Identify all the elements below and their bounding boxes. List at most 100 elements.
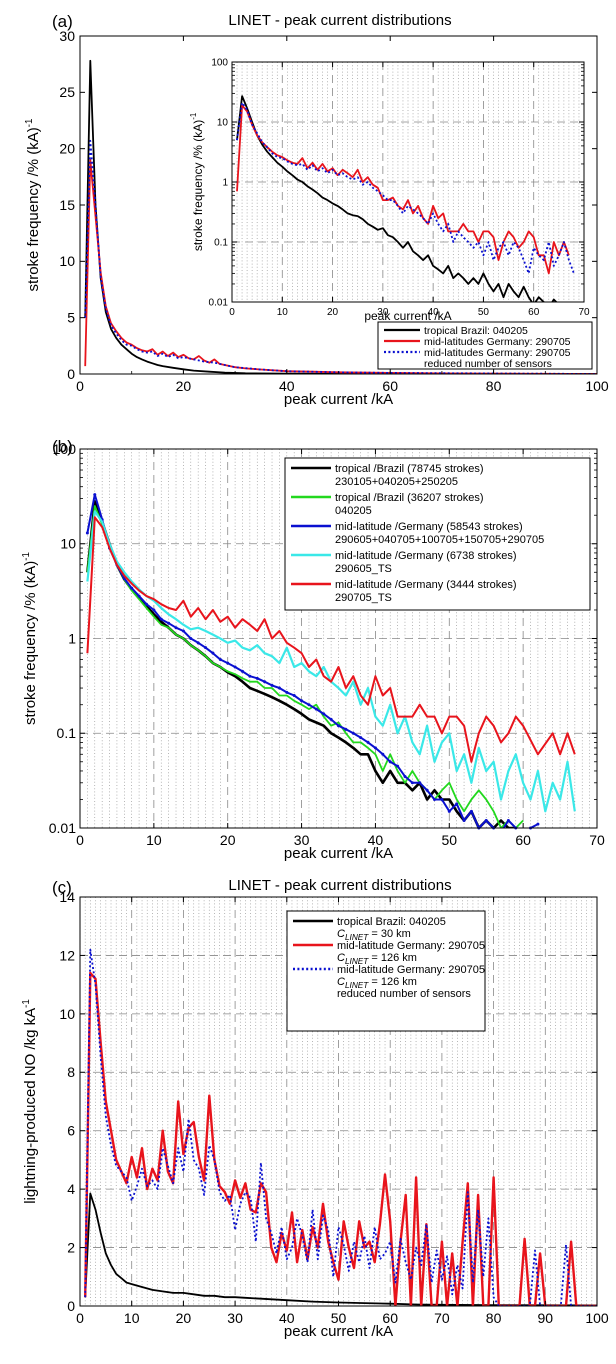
x-tick-label: 0 [76, 1310, 84, 1326]
y-tick-label: 5 [67, 310, 75, 326]
series-marker [455, 802, 459, 806]
legend-param: CLINET = 126 km [337, 976, 417, 990]
panel-b-label: (b) [52, 437, 73, 456]
x-tick-label: 90 [538, 1310, 554, 1326]
x-tick-label: 40 [368, 832, 384, 848]
series-marker [447, 809, 451, 813]
series-marker [292, 694, 296, 698]
series-marker [366, 740, 370, 744]
series-marker [211, 651, 215, 655]
panel-a: (a) LINET - peak current distributions 0… [24, 12, 609, 408]
series-line-black [236, 95, 558, 302]
series-marker [277, 686, 281, 690]
y-axis-label-sup: -1 [189, 113, 198, 120]
panel-a-inset: 0 10 20 30 40 50 60 70 0.01 0.1 1 10 100 peak current… [189, 58, 590, 324]
legend-label-line2: 290605+040705+100705+150705+290705 [335, 534, 544, 546]
x-tick-label: 20 [176, 378, 192, 394]
series-marker [396, 764, 400, 768]
x-tick-label: 20 [327, 307, 339, 318]
legend-label: mid-latitude Germany: 290705 [337, 964, 485, 976]
panel-a-label: (a) [52, 12, 73, 31]
legend-label: tropical /Brazil (36207 strokes) [335, 492, 484, 504]
series-marker [152, 608, 156, 612]
series-marker [167, 621, 171, 625]
legend-label-line2: reduced number of sensors [337, 988, 471, 1000]
legend-label: tropical Brazil: 040205 [424, 325, 528, 337]
y-axis-label: stroke frequency /% (kA)-1 [24, 119, 42, 292]
legend-label: mid-latitudes Germany: 290705 [424, 347, 571, 359]
x-axis-label: peak current /kA [364, 309, 451, 323]
panel-b-legend: tropical /Brazil (78745 strokes)230105+0… [284, 457, 591, 611]
x-tick-label: 60 [528, 307, 540, 318]
series-marker [85, 531, 89, 535]
y-tick-label: 0.1 [57, 725, 77, 741]
legend-label-line2: reduced number of sensors [424, 358, 552, 370]
y-tick-label: 25 [59, 84, 75, 100]
legend-box [286, 910, 486, 1032]
series-marker [130, 586, 134, 590]
series-line-red [236, 104, 570, 275]
series-marker [433, 797, 437, 801]
x-axis-label: peak current /kA [284, 845, 393, 862]
x-tick-label: 70 [434, 1310, 450, 1326]
y-tick-label: 100 [211, 58, 228, 69]
x-tick-label: 20 [220, 832, 236, 848]
series-marker [233, 665, 237, 669]
legend-box [284, 457, 591, 611]
legend-param-value: = 126 km [368, 952, 417, 964]
legend-param-value: = 126 km [368, 976, 417, 988]
series-marker [410, 781, 414, 785]
series-line-red [84, 971, 597, 1306]
x-tick-label: 0 [76, 378, 84, 394]
legend-label: tropical /Brazil (78745 strokes) [335, 463, 484, 475]
series-marker [240, 669, 244, 673]
legend-param-symbol: C [337, 976, 345, 988]
y-axis-label-sup: -1 [21, 999, 32, 1008]
series-marker [322, 712, 326, 716]
x-tick-label: 50 [331, 1310, 347, 1326]
series-marker [359, 736, 363, 740]
x-axis-label: peak current /kA [284, 1323, 393, 1340]
x-tick-label: 40 [428, 307, 440, 318]
panel-c-title: LINET - peak current distributions [228, 877, 451, 894]
legend-param: CLINET = 30 km [337, 928, 411, 942]
y-tick-label: 10 [59, 253, 75, 269]
y-axis-label-text: stroke frequency /% (kA) [22, 561, 39, 725]
legend-label: mid-latitudes Germany: 290705 [424, 336, 571, 348]
legend-label: mid-latitude /Germany (6738 strokes) [335, 550, 517, 562]
y-tick-label: 15 [59, 197, 75, 213]
series-marker [263, 680, 267, 684]
series-marker [440, 797, 444, 801]
legend-label-line2: 290605_TS [335, 563, 392, 575]
y-axis-label-sup: -1 [24, 119, 35, 128]
series-marker [204, 646, 208, 650]
series-marker [159, 617, 163, 621]
x-tick-label: 40 [279, 1310, 295, 1326]
x-tick-label: 10 [124, 1310, 140, 1326]
series-marker [536, 822, 540, 826]
x-tick-label: 60 [515, 832, 531, 848]
y-axis-label-text: stroke frequency /% (kA) [25, 127, 42, 291]
series-marker [484, 818, 488, 822]
y-tick-label: 1 [222, 178, 228, 189]
series-marker [248, 674, 252, 678]
legend-label-line2: 290705_TS [335, 592, 392, 604]
series-marker [307, 703, 311, 707]
series-marker [255, 676, 259, 680]
series-line-black [84, 59, 597, 374]
legend-param-symbol: C [337, 952, 345, 964]
y-axis-label-sup: -1 [21, 552, 32, 561]
series-marker [388, 760, 392, 764]
y-axis-label: lightning-produced NO /kg kA-1 [21, 999, 39, 1204]
legend-param: CLINET = 126 km [337, 952, 417, 966]
legend-param-subscript: LINET [345, 981, 369, 990]
x-tick-label: 10 [277, 307, 289, 318]
series-marker [144, 602, 148, 606]
y-tick-label: 30 [59, 28, 75, 44]
y-tick-label: 0 [67, 1298, 75, 1314]
y-tick-label: 20 [59, 141, 75, 157]
y-tick-label: 1 [68, 630, 76, 646]
